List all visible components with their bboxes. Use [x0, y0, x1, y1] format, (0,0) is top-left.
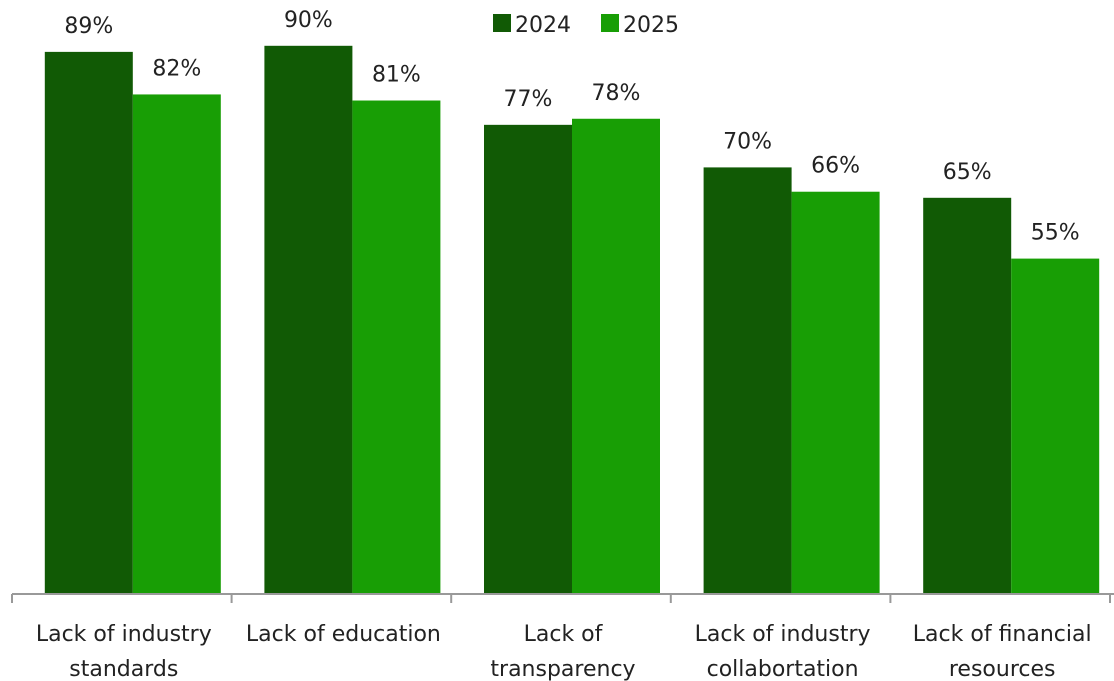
category-label-3: Lack of industry collabortation [695, 622, 871, 681]
bar-2024-2 [484, 124, 572, 593]
legend: 2024 2025 [493, 13, 679, 38]
bar-2025-2 [572, 118, 660, 593]
value-label-2025-3: 66% [811, 154, 860, 179]
category-label-2: Lack of transparency [490, 622, 635, 681]
bar-2025-1 [352, 100, 441, 594]
bar-2025-0 [132, 94, 221, 593]
category-label-4: Lack of financial resources [913, 622, 1092, 681]
value-label-2025-2: 78% [592, 81, 641, 106]
value-label-2024-2: 77% [504, 87, 553, 112]
bar-2024-4 [923, 197, 1012, 594]
bar-2024-1 [264, 45, 353, 594]
legend-swatch-2025 [601, 14, 619, 32]
value-label-2024-1: 90% [284, 8, 333, 33]
legend-swatch-2024 [493, 14, 511, 32]
value-labels: 89% 90% 77% 70% 65% 82% 81% 78% 66% 55% [64, 8, 1079, 246]
category-label-0: Lack of industry standards [36, 622, 212, 681]
x-axis [11, 593, 1114, 603]
value-label-2025-0: 82% [152, 56, 201, 81]
category-labels: Lack of industry standards Lack of educati… [36, 622, 1092, 681]
bar-2024-3 [703, 167, 792, 593]
bar-2025-3 [791, 191, 880, 593]
value-label-2024-3: 70% [723, 129, 772, 154]
value-label-2025-1: 81% [372, 63, 421, 88]
bars [44, 45, 1100, 594]
bar-2025-4 [1011, 258, 1100, 593]
value-label-2024-0: 89% [64, 14, 113, 39]
bar-2024-0 [44, 51, 133, 593]
legend-label-2024: 2024 [515, 13, 571, 38]
value-label-2025-4: 55% [1031, 221, 1080, 246]
legend-label-2025: 2025 [623, 13, 679, 38]
value-label-2024-4: 65% [943, 160, 992, 185]
category-label-1: Lack of education [246, 622, 441, 647]
